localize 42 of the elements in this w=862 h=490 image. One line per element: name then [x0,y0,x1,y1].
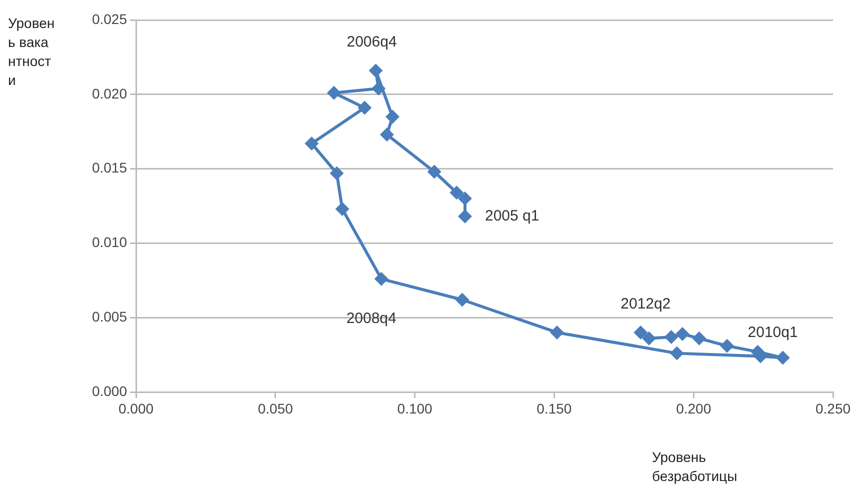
x-tick-label: 0.150 [536,400,572,416]
point [692,331,706,346]
point [335,202,350,216]
y-tick-label: 0.020 [92,85,128,102]
point [330,166,344,180]
point [368,64,383,78]
point [385,110,400,124]
point [675,326,690,341]
point [664,330,678,344]
point [670,346,684,360]
point [776,350,790,365]
point [427,164,442,179]
x-tick-label: 0.250 [815,400,851,416]
point [634,325,648,340]
point [450,186,464,200]
x-axis-title: Уровень безработицы [652,448,738,486]
annotation: 2010q1 [748,324,798,341]
point [304,136,319,151]
point [374,272,388,286]
point [458,209,472,224]
x-tick-label: 0.100 [397,400,433,416]
y-tick-label: 0.000 [92,382,128,399]
x-tick-label: 0.050 [258,400,294,416]
x-tick-label: 0.200 [676,400,712,416]
y-tick-label: 0.010 [92,234,128,250]
point [358,100,372,115]
point [455,292,470,307]
point [380,128,394,142]
y-tick-label: 0.025 [92,10,128,27]
point [550,325,564,340]
annotation: 2012q2 [620,296,671,313]
point [458,192,472,206]
point [326,86,341,100]
y-axis-title: Уровень вакантности [8,14,56,90]
y-tick-label: 0.015 [92,160,128,176]
annotation: 2006q4 [346,34,397,51]
annotation: 2005 q1 [484,208,540,225]
y-tick-label: 0.005 [92,308,128,324]
point [720,338,734,353]
x-tick-label: 0.000 [118,400,154,416]
annotation: 2008q4 [346,310,396,328]
point [642,331,656,346]
